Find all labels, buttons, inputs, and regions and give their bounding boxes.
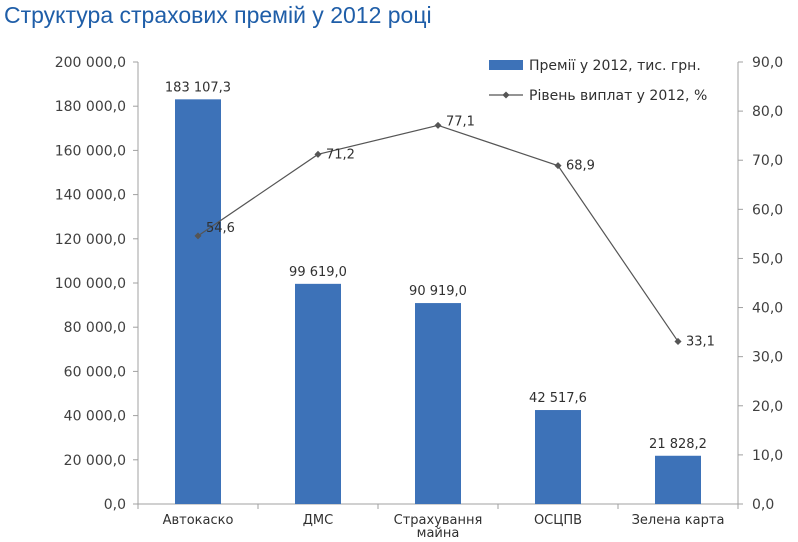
- right-tick-label: 40,0: [752, 301, 783, 317]
- left-tick-label: 140 000,0: [55, 188, 126, 204]
- bar-value-label: 99 619,0: [289, 265, 347, 280]
- bar-value-label: 21 828,2: [649, 437, 707, 452]
- line-point: [194, 232, 202, 240]
- category-label: Зелена карта: [632, 513, 725, 528]
- left-tick-label: 20 000,0: [64, 453, 126, 469]
- right-tick-label: 0,0: [752, 497, 774, 513]
- bar: [175, 99, 221, 504]
- chart-title: Структура страхових премій у 2012 році: [4, 2, 432, 28]
- line-value-label: 77,1: [446, 114, 475, 129]
- legend-swatch-marker: [502, 91, 510, 99]
- left-tick-label: 160 000,0: [55, 143, 126, 159]
- line-value-label: 54,6: [206, 221, 235, 236]
- line-point: [434, 121, 442, 129]
- line-value-label: 71,2: [326, 147, 355, 162]
- bar: [655, 455, 701, 504]
- right-tick-label: 20,0: [752, 399, 783, 415]
- legend-swatch-bar: [489, 60, 523, 70]
- right-tick-label: 90,0: [752, 55, 783, 71]
- right-tick-label: 10,0: [752, 448, 783, 464]
- left-tick-label: 80 000,0: [64, 320, 126, 336]
- line-point: [554, 162, 562, 170]
- left-tick-label: 0,0: [104, 497, 126, 513]
- right-tick-label: 30,0: [752, 350, 783, 366]
- legend-label-bar: Премії у 2012, тис. грн.: [529, 58, 701, 74]
- category-label: ОСЦПВ: [534, 513, 582, 528]
- left-tick-label: 200 000,0: [55, 55, 126, 71]
- right-tick-label: 70,0: [752, 153, 783, 169]
- line-value-label: 33,1: [686, 334, 715, 349]
- line-point: [314, 150, 322, 158]
- bar-value-label: 90 919,0: [409, 284, 467, 299]
- bar: [535, 410, 581, 504]
- bar: [295, 283, 341, 504]
- line-point: [674, 337, 682, 345]
- right-tick-label: 80,0: [752, 104, 783, 120]
- bar-value-label: 183 107,3: [165, 80, 231, 95]
- legend-label-line: Рівень виплат у 2012, %: [529, 88, 707, 104]
- legend: Премії у 2012, тис. грн. Рівень виплат у …: [489, 58, 707, 104]
- left-tick-label: 40 000,0: [64, 409, 126, 425]
- category-label: Страхування майна: [394, 513, 483, 541]
- left-tick-label: 100 000,0: [55, 276, 126, 292]
- left-tick-label: 180 000,0: [55, 99, 126, 115]
- left-tick-label: 60 000,0: [64, 364, 126, 380]
- line-value-label: 68,9: [566, 159, 595, 174]
- category-label: ДМС: [303, 513, 333, 528]
- left-tick-label: 120 000,0: [55, 232, 126, 248]
- right-tick-label: 60,0: [752, 202, 783, 218]
- category-label: Автокаско: [163, 513, 234, 528]
- right-tick-label: 50,0: [752, 251, 783, 267]
- bar-value-label: 42 517,6: [529, 391, 587, 406]
- bar: [415, 303, 461, 504]
